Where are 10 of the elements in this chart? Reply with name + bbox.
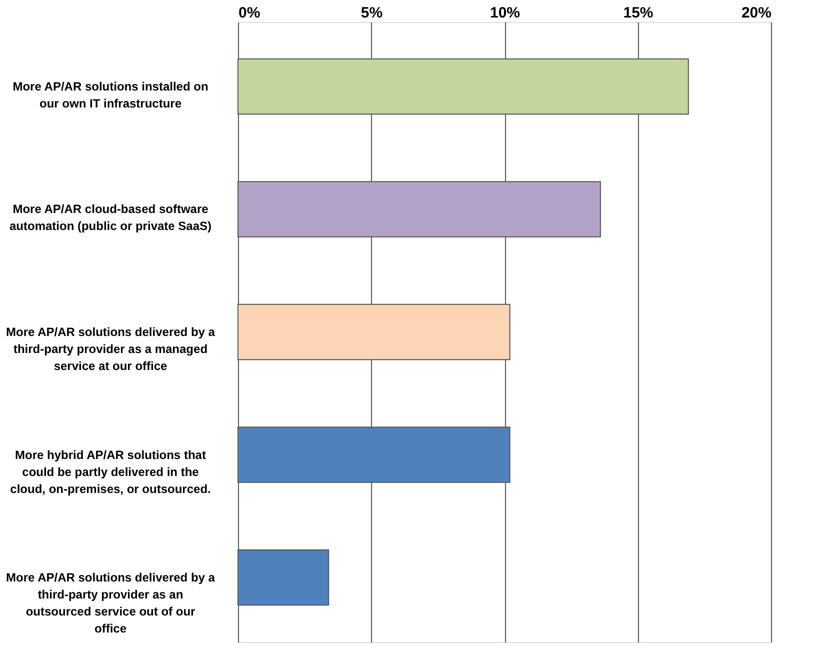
x-tick-label: 10%	[490, 4, 520, 22]
y-tick-label: More AP/AR solutions installed on our own IT infrastructure	[12, 79, 208, 110]
x-tick-label: 20%	[741, 4, 772, 22]
y-tick-label: More AP/AR solutions delivered by a third-party provider as an outsourced service out of our office	[6, 570, 216, 636]
y-tick-label: More AP/AR cloud-based software automation (public or private SaaS)	[9, 202, 212, 234]
y-tick-label: More AP/AR solutions delivered by a third-party provider as a managed service at our office	[6, 325, 216, 373]
x-tick-label: 0%	[238, 4, 260, 22]
y-tick-label: More hybrid AP/AR solutions that could be partly delivered in the cloud, on-premises, or outsourced.	[10, 448, 211, 496]
x-tick-label: 15%	[623, 4, 654, 22]
x-tick-label: 5%	[360, 4, 383, 22]
